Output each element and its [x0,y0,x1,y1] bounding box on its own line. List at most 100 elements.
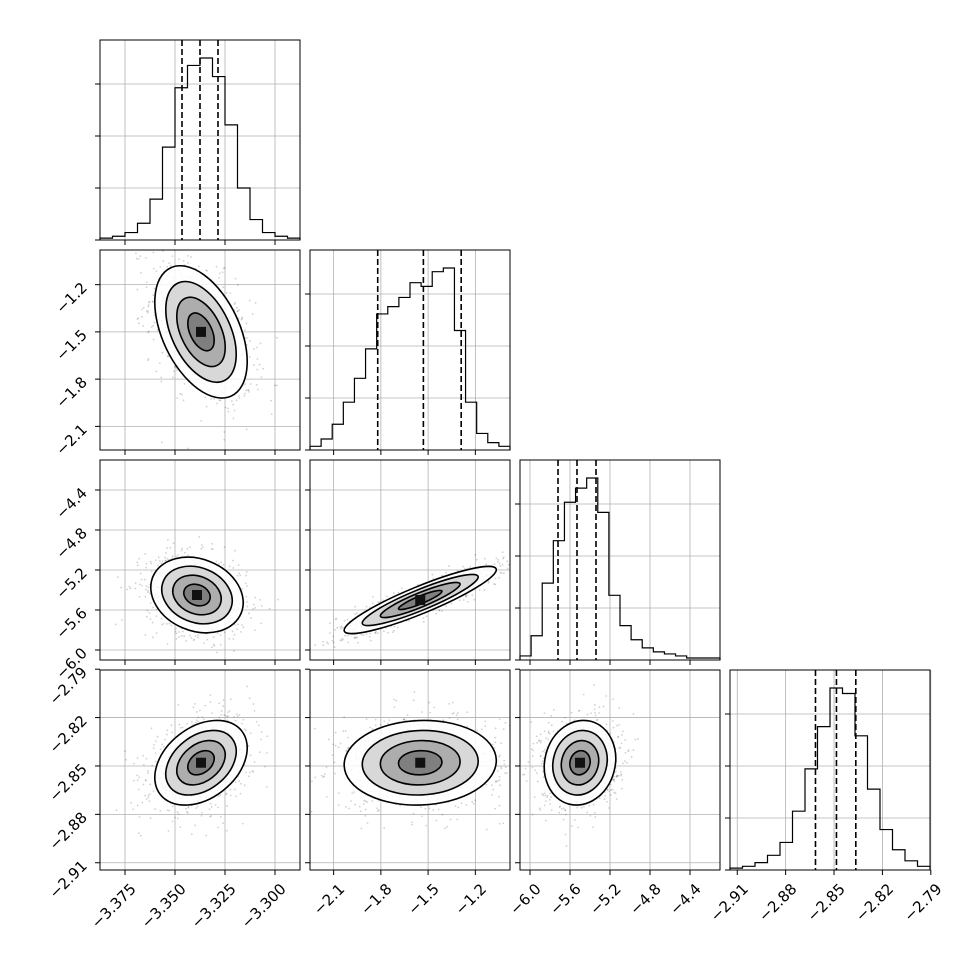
sample-point [297,782,299,784]
sample-point [222,267,225,270]
sample-point [155,615,158,618]
sample-point [252,770,254,773]
sample-point [350,800,352,802]
sample-point [221,271,224,274]
sample-point [437,808,440,811]
sample-point [499,571,502,574]
sample-point [215,560,218,563]
sample-point [270,413,273,416]
sample-point [234,301,236,304]
sample-point [371,800,374,802]
sample-point [386,631,389,634]
sample-point [161,623,164,626]
sample-point [543,748,546,751]
sample-point [153,287,156,290]
histogram-2 [519,477,721,660]
sample-point [435,819,438,822]
sample-point [353,791,355,794]
sample-point [445,605,447,608]
sample-point [213,397,216,400]
sample-point [159,266,162,268]
sample-point [245,389,248,392]
sample-point [232,559,234,562]
sample-point [327,642,330,645]
sample-point [615,798,618,800]
sample-point [181,547,184,550]
sample-point [456,818,459,821]
sample-point [619,770,622,773]
sample-point [194,721,197,724]
sample-point [369,639,372,642]
sample-point [393,698,396,701]
sample-point [365,633,368,635]
sample-point [184,551,186,554]
sample-point [255,720,258,723]
sample-point [376,807,379,810]
sample-point [226,715,229,718]
sample-point [164,551,167,554]
sample-point [616,774,619,777]
sample-point [174,630,177,633]
sample-point [457,712,459,715]
sample-point [383,827,386,830]
sample-point [620,733,623,736]
hist-frame-0 [99,39,301,241]
sample-point [487,581,490,584]
sample-point [526,790,528,792]
sample-point [236,310,239,313]
sample-point [158,362,161,365]
sample-point [393,629,396,632]
sample-point [360,827,363,830]
sample-point [151,300,154,303]
sample-point [454,805,457,807]
sample-point [223,267,226,269]
sample-point [391,631,394,634]
density-panel-1-0 [98,249,301,451]
sample-point [170,624,173,627]
density-panel-3-2 [519,669,721,871]
sample-point [421,711,423,713]
sample-point [236,306,238,309]
sample-point [179,826,182,829]
sample-point [147,358,150,360]
sample-point [177,703,180,706]
sample-point [355,612,358,614]
sample-point [354,613,356,616]
sample-point [460,802,463,805]
sample-point [609,732,612,735]
sample-point [186,547,189,550]
sample-point [144,588,147,591]
sample-point [243,394,246,397]
sample-point [177,813,180,815]
sample-point [494,741,497,744]
sample-point [212,643,215,646]
sample-point [344,634,346,637]
sample-point [314,776,317,779]
sample-point [498,779,501,782]
sample-point [376,632,379,635]
sample-point [472,802,475,805]
sample-point [209,802,212,805]
sample-point [478,589,481,591]
sample-point [521,564,523,566]
sample-point [308,657,310,659]
sample-point [162,745,165,748]
sample-point [150,570,153,573]
sample-point [98,250,100,252]
sample-point [399,804,402,807]
sample-point [244,582,247,585]
sample-point [196,636,199,639]
sample-point [438,608,441,611]
sample-point [362,634,365,637]
sample-point [502,728,505,731]
sample-point [140,272,142,274]
sample-point [194,702,196,705]
sample-point [268,607,271,610]
sample-point [441,610,443,612]
sample-point [570,711,573,714]
sample-point [254,301,257,304]
sample-point [501,551,504,554]
sample-point [462,599,465,601]
sample-point [374,718,377,721]
sample-point [226,805,229,807]
